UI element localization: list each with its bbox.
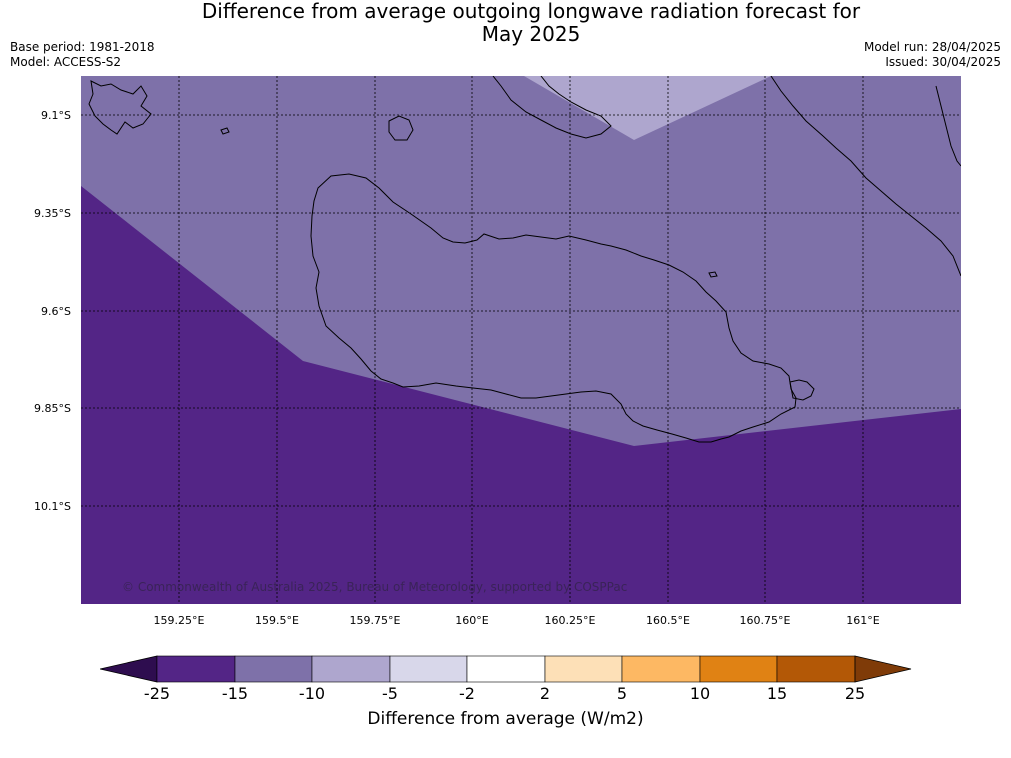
lat-label-9-85: 9.85°S	[34, 402, 71, 415]
coastline-north-island-west	[88, 80, 152, 135]
colorbar-tick: 15	[766, 684, 788, 703]
coastline-north-islet	[388, 115, 414, 141]
copyright-notice: © Commonwealth of Australia 2025, Bureau…	[122, 580, 628, 594]
anomaly-region-light	[524, 76, 771, 140]
colorbar-swatch-1	[156, 655, 236, 683]
anomaly-map	[81, 76, 961, 604]
colorbar-swatch-8	[699, 655, 778, 683]
colorbar-swatch-4	[389, 655, 468, 683]
meta-left: Base period: 1981-2018 Model: ACCESS-S2	[10, 40, 155, 70]
colorbar-swatch-5	[466, 655, 546, 683]
colorbar-tick: -15	[221, 684, 249, 703]
colorbar-swatch-3	[311, 655, 391, 683]
map-title: Difference from average outgoing longwav…	[0, 0, 1011, 46]
coastline-tiny-islet-1	[220, 127, 230, 135]
coastline-island-main	[310, 173, 797, 443]
base-period-text: Base period: 1981-2018	[10, 40, 155, 54]
lon-label-160-75: 160.75°E	[739, 614, 791, 627]
colorbar-tick: 2	[539, 684, 551, 703]
issued-text: Issued: 30/04/2025	[885, 55, 1001, 69]
lon-label-161: 161°E	[846, 614, 880, 627]
lat-label-9-35: 9.35°S	[34, 207, 71, 220]
lon-label-160: 160°E	[455, 614, 489, 627]
lat-label-9-1: 9.1°S	[41, 109, 71, 122]
lon-label-159-5: 159.5°E	[255, 614, 299, 627]
lon-label-160-25: 160.25°E	[544, 614, 596, 627]
graticule	[81, 76, 961, 604]
colorbar-tick: 10	[689, 684, 711, 703]
coastline-north-island-east	[770, 76, 961, 277]
anomaly-region-dark	[81, 186, 961, 604]
lat-label-10-1: 10.1°S	[34, 500, 71, 513]
colorbar-extend-low	[100, 655, 158, 683]
coastline-east-edge	[935, 85, 961, 167]
colorbar-swatch-6	[544, 655, 623, 683]
lon-label-160-5: 160.5°E	[646, 614, 690, 627]
title-line-1: Difference from average outgoing longwav…	[201, 0, 861, 23]
coastline-north-island-central	[492, 76, 612, 139]
colorbar-label: Difference from average (W/m2)	[367, 709, 644, 729]
coastline-small-islet	[789, 379, 815, 401]
colorbar-tick: -2	[459, 684, 475, 703]
colorbar-tick: -5	[382, 684, 398, 703]
lon-label-159-25: 159.25°E	[153, 614, 205, 627]
lon-label-159-75: 159.75°E	[349, 614, 401, 627]
colorbar-swatch-7	[621, 655, 701, 683]
colorbar-tick: 5	[616, 684, 628, 703]
colorbar-tick: 25	[844, 684, 866, 703]
coastline-tiny-islet-2	[708, 271, 718, 278]
colorbar	[100, 655, 912, 683]
colorbar-swatch-9	[776, 655, 856, 683]
colorbar-tick: -25	[143, 684, 171, 703]
meta-right: Model run: 28/04/2025 Issued: 30/04/2025	[864, 40, 1001, 70]
title-line-2: May 2025	[481, 22, 581, 46]
coastlines	[88, 76, 961, 443]
colorbar-extend-high	[854, 655, 912, 683]
model-text: Model: ACCESS-S2	[10, 55, 122, 69]
colorbar-swatch-2	[234, 655, 313, 683]
lat-label-9-6: 9.6°S	[41, 305, 71, 318]
model-run-text: Model run: 28/04/2025	[863, 40, 1001, 54]
colorbar-tick: -10	[298, 684, 326, 703]
